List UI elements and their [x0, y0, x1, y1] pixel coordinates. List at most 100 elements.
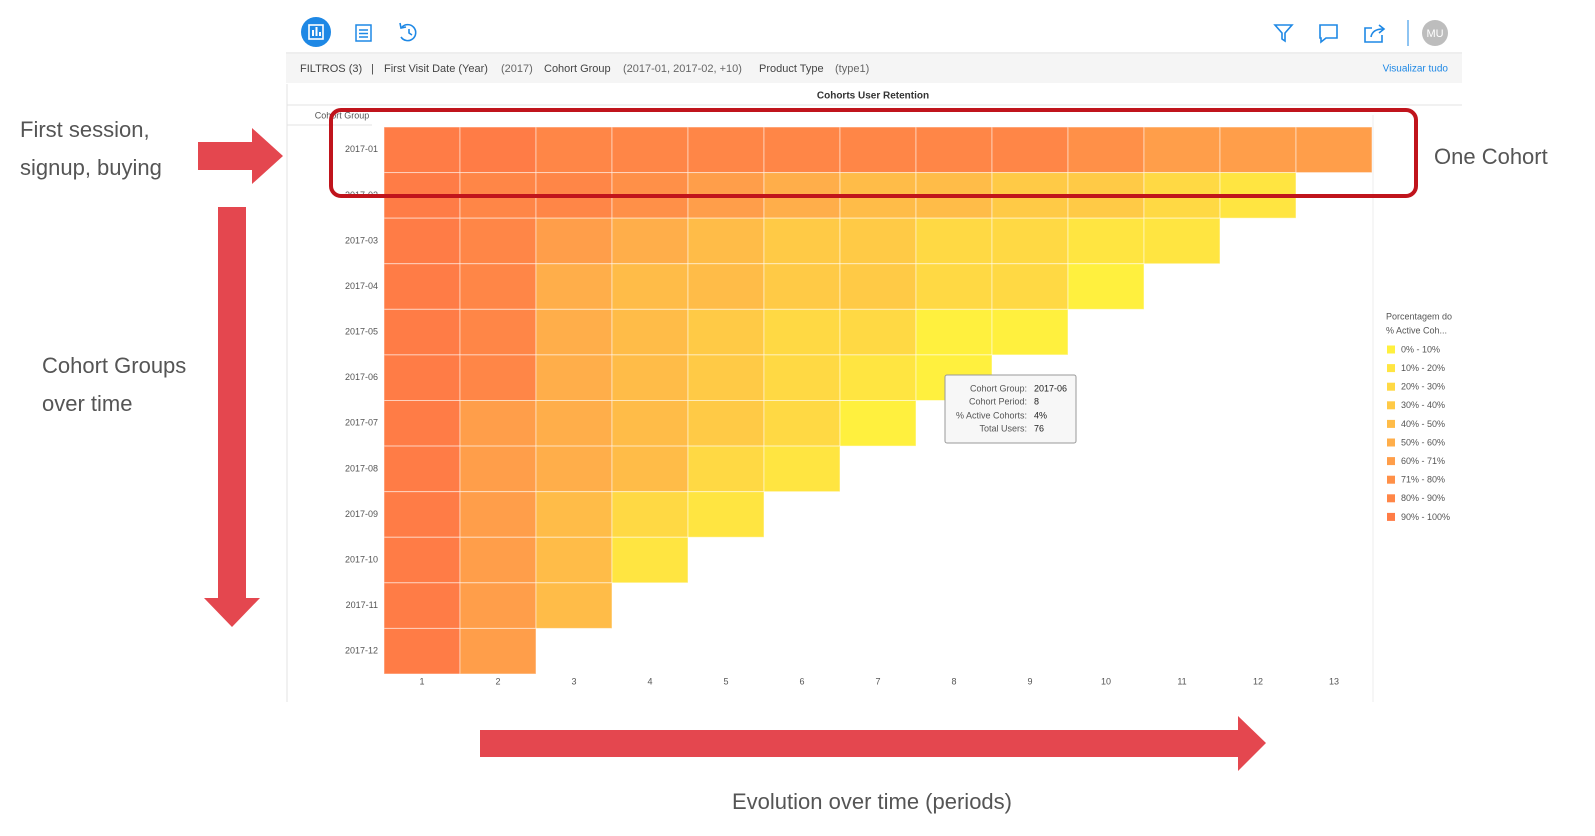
comment-button[interactable] [1319, 24, 1338, 44]
legend-swatch [1387, 475, 1395, 484]
heatmap-cell [839, 400, 917, 447]
heatmap-cell [763, 308, 841, 356]
row-label: 2017-06 [345, 372, 378, 382]
heatmap-cell [383, 217, 461, 265]
filter-button[interactable] [1273, 24, 1294, 43]
heatmap-cell [535, 126, 613, 174]
heatmap-cell [687, 308, 765, 356]
toolbar: MU [286, 17, 1462, 54]
heatmap-cell [611, 491, 689, 538]
heatmap-cell [383, 354, 461, 401]
column-label: 4 [647, 676, 652, 686]
arrow-right [480, 716, 1266, 771]
heatmap-cell [839, 308, 917, 356]
legend-swatch [1387, 457, 1395, 466]
heatmap-cell [839, 126, 917, 174]
filter-value: (type1) [835, 63, 869, 75]
legend-swatch [1387, 419, 1395, 428]
heatmap-cell [915, 126, 993, 174]
heatmap-cell [535, 217, 613, 265]
filter-value: (2017) [501, 63, 533, 75]
heatmap-cell [459, 582, 537, 629]
column-label: 12 [1253, 676, 1263, 686]
legend-swatch [1387, 382, 1395, 391]
column-label: 3 [571, 676, 576, 686]
legend-label: 90% - 100% [1401, 512, 1450, 522]
filter-value: (2017-01, 2017-02, +10) [623, 63, 742, 75]
row-label: 2017-07 [345, 418, 378, 428]
heatmap-cell [763, 217, 841, 265]
column-label: 8 [951, 676, 956, 686]
heatmap-cell [383, 627, 461, 675]
column-label: 1 [419, 676, 424, 686]
filter-separator: | [371, 63, 374, 75]
legend-swatch [1387, 494, 1395, 503]
row-label: 2017-10 [345, 554, 378, 564]
avatar[interactable] [1422, 20, 1448, 46]
annotation: signup, buying [20, 155, 162, 180]
heatmap-cell [687, 400, 765, 447]
row-label: 2017-01 [345, 144, 378, 154]
filter-name[interactable]: Product Type [759, 63, 824, 75]
heatmap-cell [611, 536, 689, 584]
filter-bar [286, 54, 1462, 83]
heatmap: 2017-012017-022017-032017-042017-052017-… [345, 126, 1373, 686]
heatmap-cell [991, 217, 1069, 265]
legend-label: 71% - 80% [1401, 475, 1445, 485]
heatmap-cell [383, 308, 461, 356]
column-label: 2 [495, 676, 500, 686]
column-label: 6 [799, 676, 804, 686]
legend-label: 0% - 10% [1401, 344, 1440, 354]
column-label: 9 [1027, 676, 1032, 686]
heatmap-cell [763, 354, 841, 401]
heatmap-cell [611, 126, 689, 174]
heatmap-cell [1295, 126, 1373, 174]
legend-swatch [1387, 401, 1395, 410]
history-button[interactable] [399, 22, 417, 42]
heatmap-cell [1219, 126, 1297, 174]
heatmap-cell [459, 536, 537, 584]
avatar-initials: MU [1426, 28, 1443, 40]
heatmap-cell [535, 263, 613, 310]
legend-label: 10% - 20% [1401, 363, 1445, 373]
heatmap-cell [991, 263, 1069, 310]
heatmap-cell [991, 308, 1069, 356]
view-all-link[interactable]: Visualizar tudo [1383, 64, 1449, 75]
share-button[interactable] [1364, 24, 1386, 43]
column-label: 10 [1101, 676, 1111, 686]
legend-label: 20% - 30% [1401, 382, 1445, 392]
heatmap-cell [611, 217, 689, 265]
tooltip-label: Cohort Group: [970, 383, 1027, 393]
tooltip-label: Cohort Period: [969, 396, 1027, 406]
annotation: One Cohort [1434, 144, 1548, 169]
legend-swatch [1387, 512, 1395, 521]
filter-name[interactable]: Cohort Group [544, 63, 611, 75]
heatmap-cell [383, 491, 461, 538]
filter-count[interactable]: FILTROS (3) [300, 63, 362, 75]
heatmap-cell [383, 126, 461, 174]
heatmap-cell [459, 491, 537, 538]
legend-swatch [1387, 345, 1395, 354]
heatmap-cell [687, 491, 765, 538]
heatmap-cell [687, 217, 765, 265]
heatmap-cell [611, 445, 689, 493]
legend-label: 30% - 40% [1401, 400, 1445, 410]
filter-name[interactable]: First Visit Date (Year) [384, 63, 488, 75]
heatmap-cell [763, 263, 841, 310]
row-label: 2017-03 [345, 235, 378, 245]
heatmap-cell [839, 217, 917, 265]
icon [308, 24, 324, 40]
heatmap-cell [1067, 217, 1145, 265]
heatmap-cell [459, 445, 537, 493]
heatmap-cell [687, 263, 765, 310]
annotation: First session, [20, 117, 150, 142]
heatmap-cell [535, 582, 613, 629]
tooltip-value: 2017-06 [1034, 383, 1067, 393]
legend-label: 50% - 60% [1401, 437, 1445, 447]
heatmap-cell [383, 582, 461, 629]
column-label: 5 [723, 676, 728, 686]
legend-swatch [1387, 438, 1395, 447]
list-view-button[interactable] [355, 24, 372, 42]
